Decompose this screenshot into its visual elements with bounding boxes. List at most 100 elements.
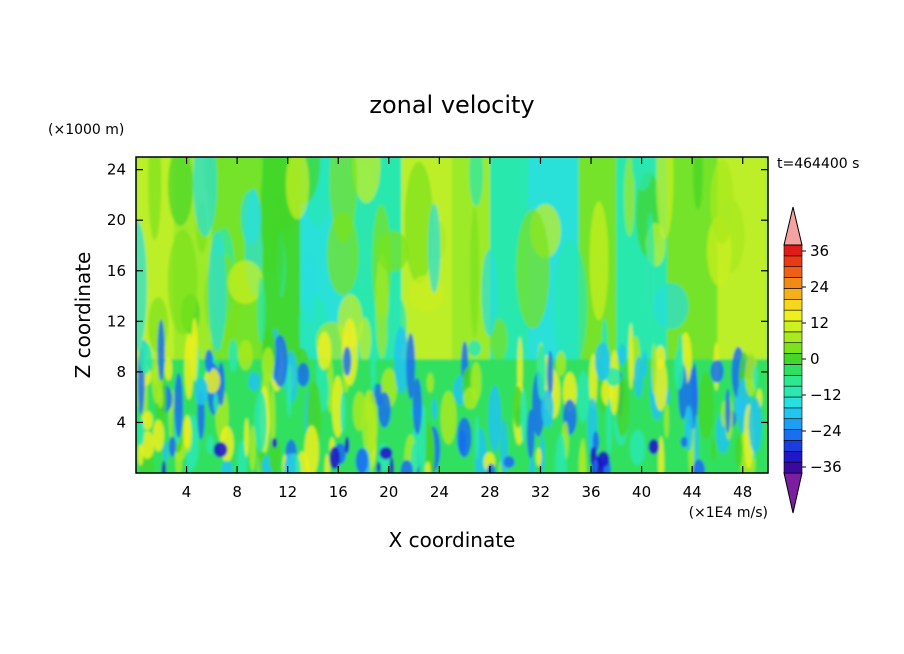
- field-blob: [137, 442, 144, 466]
- x-tick-label: 8: [232, 483, 242, 501]
- field-blob: [624, 157, 635, 237]
- field-blob: [358, 317, 372, 362]
- colorbar: 36 24 12 0 −12 −24 −36: [783, 206, 842, 514]
- colorbar-tick-label: 0: [810, 350, 820, 368]
- field-blob: [536, 447, 542, 467]
- field-blob: [157, 319, 165, 382]
- field-blob: [556, 351, 566, 377]
- field-blob: [207, 230, 227, 352]
- field-blob: [651, 343, 657, 395]
- field-blob: [424, 427, 435, 473]
- field-blob: [184, 333, 194, 400]
- field-blob: [304, 425, 319, 473]
- field-blob: [645, 212, 655, 333]
- field-blob: [270, 388, 276, 448]
- field-blob: [425, 461, 431, 473]
- field-blob: [326, 211, 359, 296]
- field-blob: [249, 425, 256, 471]
- y-tick-label: 16: [107, 262, 126, 280]
- field-blob: [541, 389, 554, 428]
- y-tick-label: 12: [107, 312, 126, 330]
- field-blob: [254, 391, 268, 453]
- plot-area: [136, 157, 768, 473]
- field-blob: [204, 349, 214, 373]
- colorbar-swatch: [783, 298, 803, 311]
- x-tick-label: 44: [683, 483, 702, 501]
- field-blob: [648, 438, 660, 455]
- colorbar-swatch: [783, 244, 803, 257]
- field-blob: [286, 363, 292, 418]
- field-blob: [238, 339, 253, 371]
- chart-title: zonal velocity: [369, 91, 534, 119]
- field-blob: [376, 461, 381, 473]
- field-blob: [412, 377, 423, 435]
- field-blob: [592, 431, 600, 452]
- y-tick-label: 20: [107, 211, 126, 229]
- field-blob: [633, 356, 644, 398]
- field-blob: [655, 345, 666, 369]
- field-blob: [193, 157, 218, 237]
- y-axis-ticks: 4 8 12 16 20 24: [107, 161, 768, 431]
- colorbar-tick-label: −12: [810, 386, 842, 404]
- field-blob: [431, 398, 438, 420]
- field-blob: [691, 362, 698, 410]
- field-blob: [376, 230, 409, 272]
- field-blob: [285, 157, 310, 220]
- colorbar-swatch: [783, 353, 803, 365]
- y-unit-label: (×1000 m): [48, 122, 124, 138]
- field-blob: [237, 439, 248, 473]
- colorbar-swatch: [783, 309, 803, 322]
- field-blob: [711, 437, 716, 463]
- field-blob: [503, 456, 515, 468]
- field-blob: [589, 201, 609, 321]
- x-tick-label: 32: [531, 483, 550, 501]
- field-blob: [748, 397, 763, 453]
- field-blob: [342, 346, 352, 377]
- field-blob: [194, 377, 209, 406]
- field-blob: [578, 444, 586, 473]
- field-blob: [137, 418, 145, 446]
- field-blob: [486, 463, 496, 473]
- x-tick-label: 40: [632, 483, 651, 501]
- field-blob: [142, 411, 153, 430]
- field-blob: [389, 457, 394, 473]
- field-blob: [692, 157, 703, 210]
- field-blob: [520, 388, 527, 444]
- field-blob: [674, 348, 684, 390]
- field-blob: [206, 435, 214, 454]
- field-blob: [618, 343, 627, 366]
- field-blob: [204, 368, 221, 394]
- field-blob: [680, 436, 688, 448]
- field-blob: [168, 436, 176, 457]
- field-blob: [526, 409, 535, 459]
- field-blob: [344, 436, 350, 454]
- field-blob: [329, 446, 341, 470]
- field-blob: [221, 460, 233, 473]
- field-blob: [161, 460, 166, 473]
- x-unit-label: (×1E4 m/s): [689, 505, 768, 521]
- field-blob: [340, 391, 346, 434]
- field-blob: [240, 190, 262, 245]
- field-blob: [710, 159, 735, 245]
- colorbar-swatch: [783, 418, 803, 430]
- field-blob: [244, 417, 250, 457]
- field-blob: [440, 391, 457, 445]
- field-blob: [753, 364, 759, 390]
- field-blob: [606, 397, 612, 455]
- field-blob: [615, 377, 630, 437]
- colorbar-min-arrow: [783, 472, 803, 514]
- field-blob: [317, 331, 332, 370]
- colorbar-swatch: [783, 288, 803, 300]
- field-blob: [546, 350, 554, 399]
- field-blob: [553, 239, 588, 372]
- field-blob: [474, 415, 480, 461]
- colorbar-swatch: [783, 374, 803, 387]
- field-blob: [375, 253, 389, 359]
- field-blob: [174, 373, 184, 438]
- field-blob: [283, 453, 296, 473]
- field-blob: [656, 157, 674, 240]
- field-blob: [213, 442, 228, 458]
- x-tick-label: 28: [480, 483, 499, 501]
- colorbar-swatch: [783, 342, 803, 354]
